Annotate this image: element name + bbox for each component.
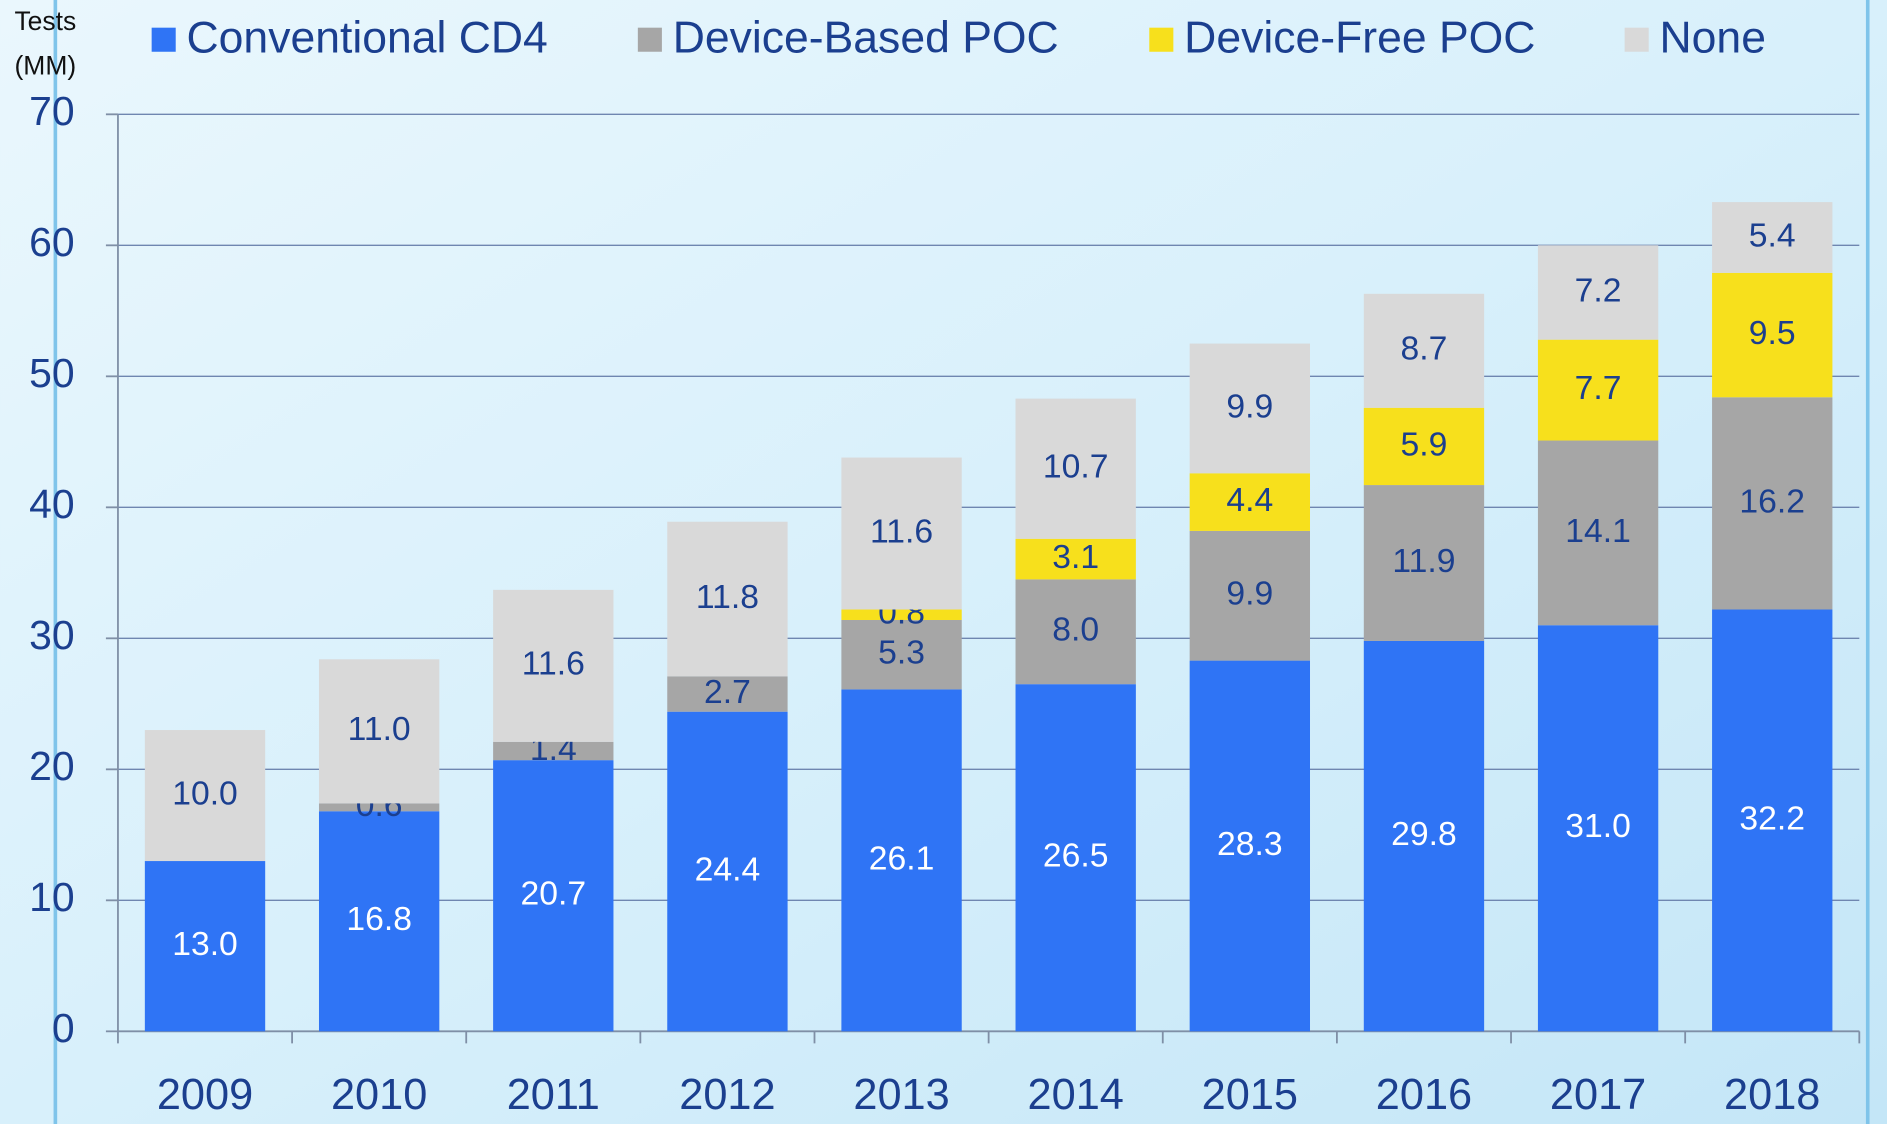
x-tick-label: 2011 <box>507 1071 600 1119</box>
bar-segment <box>841 609 962 620</box>
y-tick-label: 20 <box>29 743 75 789</box>
bar-segment <box>1537 625 1659 1032</box>
data-label: 26.1 <box>869 840 935 877</box>
frame <box>53 0 1870 1124</box>
data-label: 31.0 <box>1565 808 1631 845</box>
x-tick-label: 2012 <box>679 1071 775 1119</box>
x-tick-label: 2013 <box>853 1071 949 1119</box>
bar-segment <box>1189 660 1311 1032</box>
y-tick-label: 70 <box>29 88 75 134</box>
y-tick-label: 50 <box>29 350 75 396</box>
data-label: 11.0 <box>348 711 411 748</box>
x-tick-label: 2015 <box>1202 1071 1298 1119</box>
bar-segment <box>841 689 962 1032</box>
bar-segment <box>1537 339 1659 441</box>
bar-segment <box>493 589 614 742</box>
bar-segment <box>1363 407 1485 486</box>
y-axis-label-line: (MM) <box>14 50 76 80</box>
bar-segment <box>1712 202 1833 273</box>
y-axis-label: Tests (MM) <box>14 6 76 81</box>
x-tick-label: 2017 <box>1550 1071 1646 1119</box>
data-label: 5.3 <box>878 635 925 672</box>
x-tick-label: 2016 <box>1376 1071 1472 1119</box>
bar-segment <box>667 676 788 712</box>
bar-segment <box>1537 440 1659 626</box>
data-label: 2.7 <box>704 674 751 711</box>
legend-swatch <box>1149 27 1174 52</box>
bar-segment <box>493 741 614 761</box>
data-label: 11.6 <box>522 646 585 683</box>
data-label: 24.4 <box>695 851 761 888</box>
bar-segment <box>1363 640 1485 1032</box>
bar-segment <box>841 619 962 690</box>
legend-swatch <box>637 27 662 52</box>
data-label: 26.5 <box>1043 838 1109 875</box>
bar-segment <box>144 861 266 1032</box>
bar-segment <box>841 457 962 610</box>
data-label: 10.0 <box>172 775 238 812</box>
data-label: 4.4 <box>1226 482 1273 519</box>
data-label: 8.7 <box>1401 331 1448 368</box>
data-label: 9.5 <box>1749 315 1796 352</box>
bar-segment <box>318 659 440 804</box>
legend-label: Conventional CD4 <box>187 14 548 63</box>
legend-swatch <box>151 27 176 52</box>
bar-segment <box>493 760 614 1032</box>
bar-segment <box>1537 245 1659 340</box>
data-label: 29.8 <box>1391 816 1457 853</box>
bar-segment <box>144 730 266 862</box>
y-tick-label: 60 <box>29 219 75 265</box>
bar-segment <box>1189 473 1311 531</box>
bar-segment <box>1712 272 1833 398</box>
legend-label: Device-Free POC <box>1184 14 1535 63</box>
bar-segment <box>1363 293 1485 408</box>
bar-segment <box>1015 398 1136 539</box>
x-tick-label: 2009 <box>157 1071 253 1119</box>
data-label: 3.1 <box>1052 539 1099 576</box>
data-label: 9.9 <box>1226 388 1273 425</box>
x-tick-label: 2014 <box>1028 1071 1124 1119</box>
data-label: 16.8 <box>346 901 412 938</box>
data-label: 20.7 <box>521 876 587 913</box>
legend-label: Device-Based POC <box>673 14 1059 63</box>
bar-segment <box>667 711 788 1032</box>
y-tick-label: 40 <box>29 481 75 527</box>
data-label: 8.0 <box>1052 612 1099 649</box>
data-label: 7.7 <box>1575 370 1622 407</box>
bar-segment <box>1015 579 1136 685</box>
bar-segment <box>1015 538 1136 580</box>
bar-segment <box>1712 397 1833 610</box>
y-tick-label: 0 <box>52 1005 75 1051</box>
data-label: 13.0 <box>172 926 238 963</box>
bar-segment <box>667 521 788 677</box>
data-label: 11.8 <box>696 579 759 616</box>
data-label: 16.2 <box>1739 483 1805 520</box>
y-tick-label: 10 <box>29 874 75 920</box>
bar-segment <box>1712 609 1833 1032</box>
bar-segment <box>318 803 440 812</box>
data-label: 10.7 <box>1043 449 1109 486</box>
y-axis-label-line: Tests <box>14 6 76 36</box>
data-label: 28.3 <box>1217 826 1283 863</box>
data-label: 14.1 <box>1565 513 1631 550</box>
x-tick-label: 2010 <box>331 1071 427 1119</box>
y-tick-label: 30 <box>29 612 75 658</box>
data-label: 11.6 <box>870 513 933 550</box>
data-label: 9.9 <box>1226 576 1273 613</box>
legend-label: None <box>1660 14 1766 63</box>
data-label: 11.9 <box>1392 543 1455 580</box>
bar-segment <box>1363 485 1485 641</box>
bar-segment <box>1189 343 1311 474</box>
data-label: 5.9 <box>1401 426 1448 463</box>
x-tick-label: 2018 <box>1724 1071 1820 1119</box>
data-label: 5.4 <box>1749 217 1796 254</box>
legend-swatch <box>1624 27 1649 52</box>
bar-segment <box>1189 530 1311 661</box>
data-label: 32.2 <box>1739 800 1805 837</box>
data-label: 7.2 <box>1575 272 1622 309</box>
bar-segment <box>1015 684 1136 1032</box>
bar-segment <box>318 811 440 1032</box>
